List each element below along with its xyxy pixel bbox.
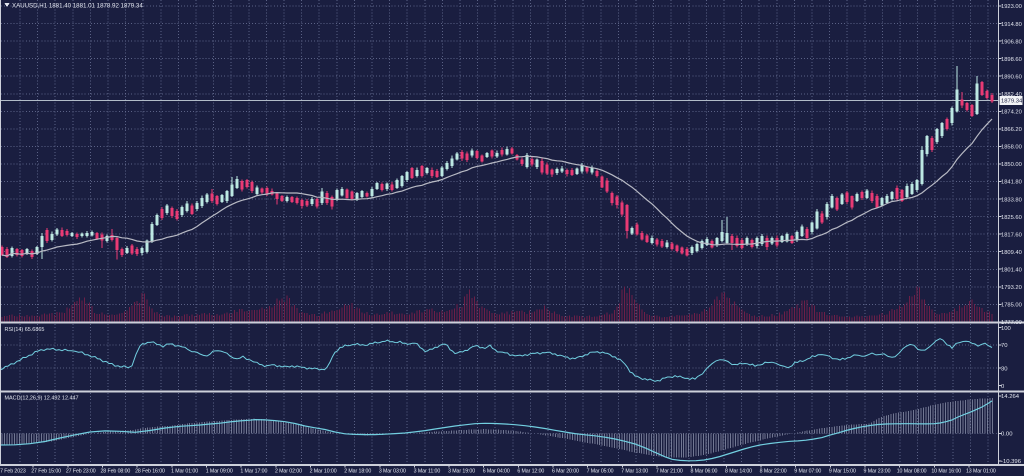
svg-text:1 Mar 17:00: 1 Mar 17:00: [240, 468, 267, 474]
svg-text:6 Mar 12:00: 6 Mar 12:00: [517, 468, 544, 474]
svg-text:1801.40: 1801.40: [1001, 267, 1022, 273]
svg-text:1923.00: 1923.00: [1001, 4, 1022, 10]
svg-text:100: 100: [1001, 326, 1012, 332]
svg-text:1914.80: 1914.80: [1001, 22, 1022, 28]
svg-text:1858.00: 1858.00: [1001, 145, 1022, 151]
svg-text:28 Feb 16:00: 28 Feb 16:00: [135, 468, 165, 474]
svg-text:70: 70: [1001, 343, 1008, 349]
svg-text:1809.40: 1809.40: [1001, 250, 1022, 256]
svg-text:1785.00: 1785.00: [1001, 303, 1022, 309]
svg-text:3 Mar 11:00: 3 Mar 11:00: [414, 468, 441, 474]
svg-text:3 Mar 19:00: 3 Mar 19:00: [448, 468, 475, 474]
svg-text:1841.80: 1841.80: [1001, 180, 1022, 186]
svg-text:8 Mar 14:00: 8 Mar 14:00: [725, 468, 752, 474]
svg-text:13 Mar 01:00: 13 Mar 01:00: [966, 468, 996, 474]
svg-text:30: 30: [1001, 366, 1008, 372]
svg-text:7 Mar 13:00: 7 Mar 13:00: [621, 468, 648, 474]
svg-text:3 Mar 03:00: 3 Mar 03:00: [379, 468, 406, 474]
svg-text:1890.60: 1890.60: [1001, 74, 1022, 80]
svg-text:0: 0: [1001, 384, 1005, 390]
svg-text:8 Mar 22:00: 8 Mar 22:00: [760, 468, 787, 474]
svg-text:1817.60: 1817.60: [1001, 232, 1022, 238]
svg-text:27 Feb 23:00: 27 Feb 23:00: [66, 468, 96, 474]
svg-text:1825.60: 1825.60: [1001, 215, 1022, 221]
svg-text:1874.20: 1874.20: [1001, 110, 1022, 116]
svg-text:XAUUSD,H1 1881.40 1881.01 1878: XAUUSD,H1 1881.40 1881.01 1878.92 1879.3…: [12, 3, 143, 10]
svg-text:7 Mar 21:00: 7 Mar 21:00: [656, 468, 683, 474]
svg-text:6 Mar 04:00: 6 Mar 04:00: [483, 468, 510, 474]
svg-text:9 Mar 07:00: 9 Mar 07:00: [794, 468, 821, 474]
svg-text:1850.00: 1850.00: [1001, 162, 1022, 168]
svg-text:MACD(12,26,9) 12.492 12.447: MACD(12,26,9) 12.492 12.447: [5, 396, 79, 402]
svg-text:1 Mar 09:00: 1 Mar 09:00: [206, 468, 233, 474]
svg-text:6 Mar 20:00: 6 Mar 20:00: [552, 468, 579, 474]
svg-text:27 Feb 15:00: 27 Feb 15:00: [31, 468, 61, 474]
svg-text:0.00: 0.00: [1001, 432, 1013, 438]
svg-text:10 Mar 16:00: 10 Mar 16:00: [931, 468, 961, 474]
svg-text:10 Mar 08:00: 10 Mar 08:00: [897, 468, 927, 474]
svg-text:2 Mar 18:00: 2 Mar 18:00: [344, 468, 371, 474]
svg-text:2 Mar 10:00: 2 Mar 10:00: [310, 468, 337, 474]
svg-text:1833.80: 1833.80: [1001, 197, 1022, 203]
svg-text:-10.396: -10.396: [1001, 459, 1022, 465]
svg-text:7 Mar 05:00: 7 Mar 05:00: [587, 468, 614, 474]
svg-text:27 Feb 2023: 27 Feb 2023: [0, 468, 26, 474]
svg-text:1777.00: 1777.00: [1001, 320, 1022, 326]
svg-text:2 Mar 02:00: 2 Mar 02:00: [275, 468, 302, 474]
svg-text:14.264: 14.264: [1001, 394, 1020, 400]
svg-text:28 Feb 08:00: 28 Feb 08:00: [100, 468, 130, 474]
svg-text:9 Mar 15:00: 9 Mar 15:00: [829, 468, 856, 474]
svg-text:1793.20: 1793.20: [1001, 285, 1022, 291]
svg-text:8 Mar 06:00: 8 Mar 06:00: [690, 468, 717, 474]
svg-text:1898.60: 1898.60: [1001, 57, 1022, 63]
svg-text:1879.34: 1879.34: [1001, 99, 1023, 105]
svg-text:RSI(14) 65.6865: RSI(14) 65.6865: [5, 327, 45, 333]
svg-text:9 Mar 23:00: 9 Mar 23:00: [864, 468, 891, 474]
svg-text:1882.40: 1882.40: [1001, 92, 1022, 98]
svg-text:1 Mar 01:00: 1 Mar 01:00: [171, 468, 198, 474]
svg-text:1906.80: 1906.80: [1001, 39, 1022, 45]
svg-text:1866.20: 1866.20: [1001, 127, 1022, 133]
